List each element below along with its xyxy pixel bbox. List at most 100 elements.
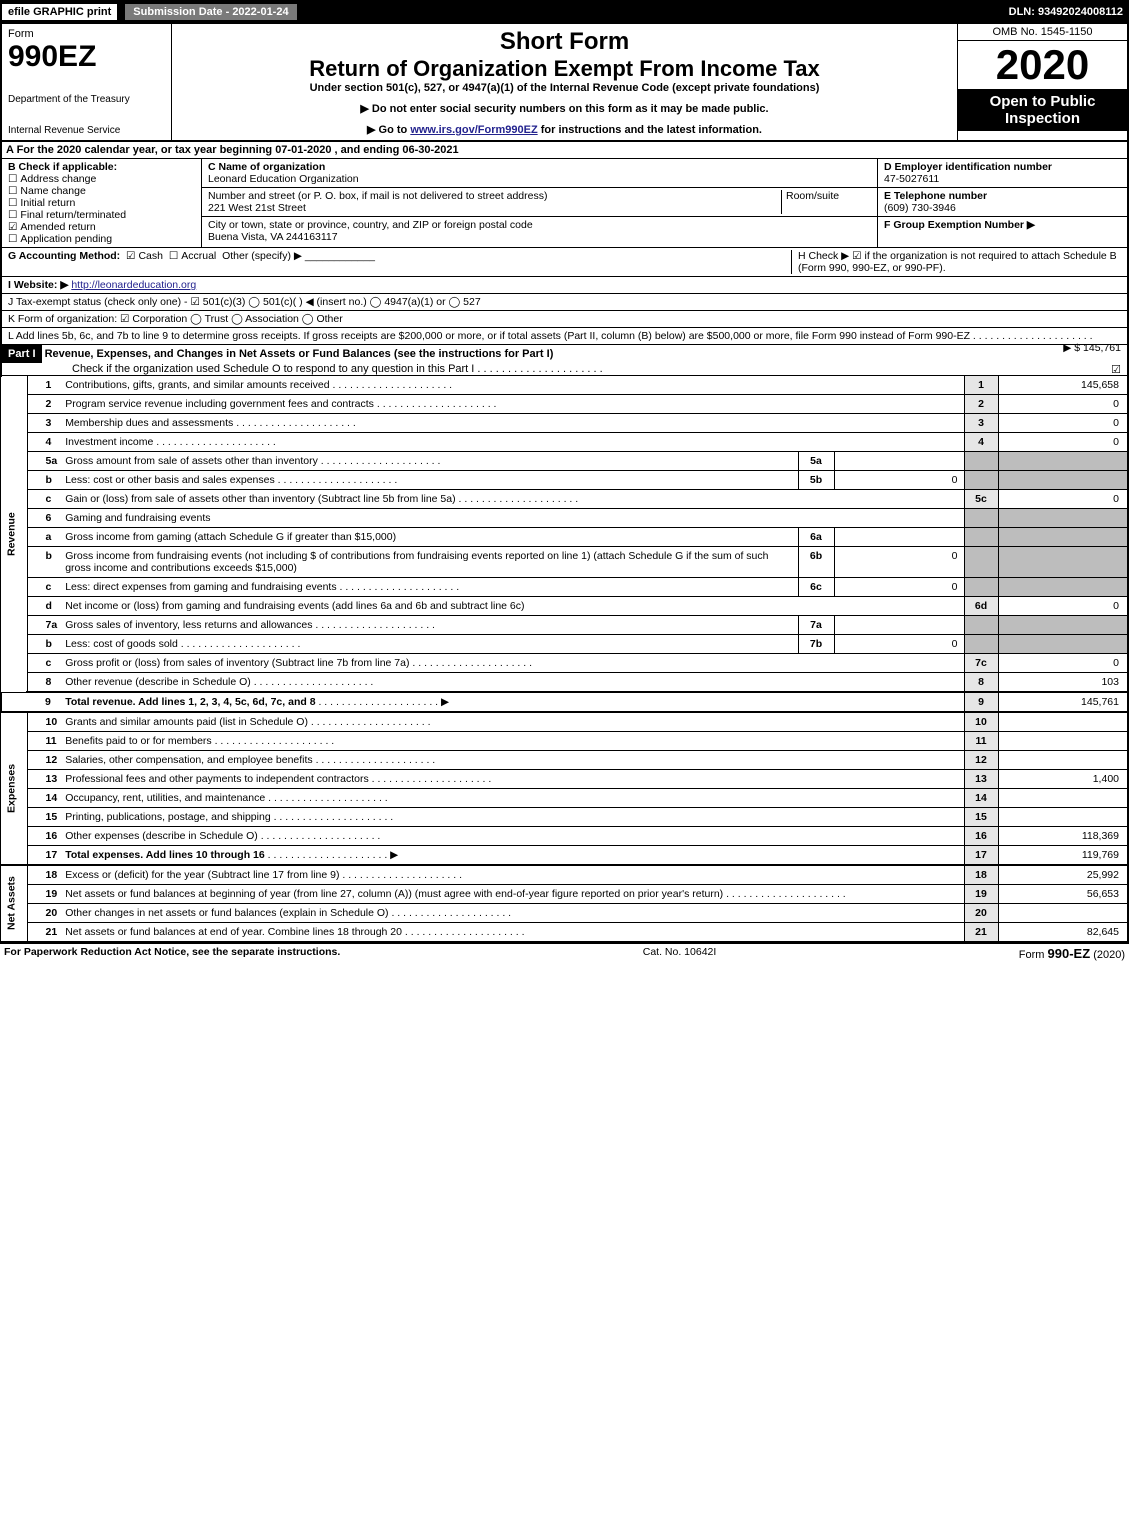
g-label: G Accounting Method: <box>8 250 120 262</box>
line-a-calendar-year: A For the 2020 calendar year, or tax yea… <box>0 142 1129 159</box>
under-section: Under section 501(c), 527, or 4947(a)(1)… <box>178 82 951 94</box>
l-gross-receipts: L Add lines 5b, 6c, and 7b to line 9 to … <box>0 328 1129 345</box>
paperwork-notice: For Paperwork Reduction Act Notice, see … <box>4 946 340 961</box>
line-5b-text: Less: cost or other basis and sales expe… <box>65 474 275 486</box>
part-i-header: Part I Revenue, Expenses, and Changes in… <box>0 345 1129 376</box>
city-value: Buena Vista, VA 244163117 <box>208 231 338 243</box>
line-12-text: Salaries, other compensation, and employ… <box>65 754 312 766</box>
line-5a-subamt <box>834 452 964 471</box>
cat-no: Cat. No. 10642I <box>643 946 717 961</box>
ssn-note: ▶ Do not enter social security numbers o… <box>178 102 951 115</box>
line-6a-subamt <box>834 528 964 547</box>
ein-value: 47-5027611 <box>884 173 939 185</box>
chk-address-change[interactable]: Address change <box>8 173 195 185</box>
identity-block: B Check if applicable: Address change Na… <box>0 159 1129 248</box>
netassets-side-label: Net Assets <box>1 865 27 942</box>
line-14-amt <box>998 789 1128 808</box>
chk-final-return[interactable]: Final return/terminated <box>8 209 195 221</box>
line-6a-text: Gross income from gaming (attach Schedul… <box>65 531 396 543</box>
line-6d-text: Net income or (loss) from gaming and fun… <box>65 600 524 612</box>
line-5b-subamt: 0 <box>834 471 964 490</box>
line-4-text: Investment income <box>65 436 153 448</box>
page-footer: For Paperwork Reduction Act Notice, see … <box>0 943 1129 963</box>
line-10-text: Grants and similar amounts paid (list in… <box>65 716 308 728</box>
return-title: Return of Organization Exempt From Incom… <box>178 56 951 82</box>
chk-amended-return[interactable]: Amended return <box>8 221 195 233</box>
phone-value: (609) 730-3946 <box>884 202 956 214</box>
header-left: Form 990EZ Department of the Treasury In… <box>2 24 172 140</box>
line-7b-text: Less: cost of goods sold <box>65 638 178 650</box>
line-6d-amt: 0 <box>998 597 1128 616</box>
city-label: City or town, state or province, country… <box>208 219 533 231</box>
dept-treasury: Department of the Treasury <box>8 94 165 105</box>
chk-name-change[interactable]: Name change <box>8 185 195 197</box>
line-17-amt: 119,769 <box>998 846 1128 866</box>
line-11-amt <box>998 732 1128 751</box>
line-20-amt <box>998 904 1128 923</box>
omb-number: OMB No. 1545-1150 <box>958 24 1127 41</box>
line-4-amt: 0 <box>998 433 1128 452</box>
d-label: D Employer identification number <box>884 161 1052 173</box>
revenue-side-label: Revenue <box>1 376 27 692</box>
line-11-text: Benefits paid to or for members <box>65 735 211 747</box>
chk-initial-return[interactable]: Initial return <box>8 197 195 209</box>
goto-note: ▶ Go to www.irs.gov/Form990EZ for instru… <box>178 123 951 136</box>
line-3-amt: 0 <box>998 414 1128 433</box>
line-6c-text: Less: direct expenses from gaming and fu… <box>65 581 336 593</box>
line-18-amt: 25,992 <box>998 865 1128 885</box>
line-6-text: Gaming and fundraising events <box>61 509 964 528</box>
tax-year: 2020 <box>958 41 1127 89</box>
line-18-text: Excess or (deficit) for the year (Subtra… <box>65 869 339 881</box>
col-c-org-info: C Name of organization Leonard Education… <box>202 159 877 247</box>
line-1-amt: 145,658 <box>998 376 1128 395</box>
col-d-e-f: D Employer identification number 47-5027… <box>877 159 1127 247</box>
i-label: I Website: ▶ <box>8 279 68 291</box>
line-17-text: Total expenses. Add lines 10 through 16 <box>65 849 265 861</box>
short-form-title: Short Form <box>178 28 951 56</box>
top-bar: efile GRAPHIC print Submission Date - 20… <box>0 0 1129 24</box>
col-b-checkboxes: B Check if applicable: Address change Na… <box>2 159 202 247</box>
chk-application-pending[interactable]: Application pending <box>8 233 195 245</box>
form-header: Form 990EZ Department of the Treasury In… <box>0 24 1129 142</box>
g-accrual[interactable] <box>169 250 181 262</box>
line-5a-text: Gross amount from sale of assets other t… <box>65 455 318 467</box>
open-to-public: Open to Public Inspection <box>958 89 1127 131</box>
line-2-text: Program service revenue including govern… <box>65 398 374 410</box>
street-value: 221 West 21st Street <box>208 202 306 214</box>
line-3-text: Membership dues and assessments <box>65 417 233 429</box>
irs-link[interactable]: www.irs.gov/Form990EZ <box>410 124 537 136</box>
line-1-text: Contributions, gifts, grants, and simila… <box>65 379 329 391</box>
website-link[interactable]: http://leonardeducation.org <box>71 279 196 291</box>
line-7c-text: Gross profit or (loss) from sales of inv… <box>65 657 409 669</box>
submission-date-label: Submission Date - 2022-01-24 <box>123 2 298 22</box>
line-13-text: Professional fees and other payments to … <box>65 773 369 785</box>
h-schedule-b: H Check ▶ ☑ if the organization is not r… <box>791 250 1121 274</box>
header-right: OMB No. 1545-1150 2020 Open to Public In… <box>957 24 1127 140</box>
line-15-text: Printing, publications, postage, and shi… <box>65 811 270 823</box>
g-other: Other (specify) ▶ <box>222 250 302 262</box>
dln-label: DLN: 93492024008112 <box>1009 6 1129 18</box>
c-label: C Name of organization <box>208 161 325 173</box>
part-i-sub: Check if the organization used Schedule … <box>72 363 474 375</box>
efile-print-label[interactable]: efile GRAPHIC print <box>0 2 119 22</box>
line-6b-subamt: 0 <box>834 547 964 578</box>
goto-pre: ▶ Go to <box>367 124 410 136</box>
line-16-amt: 118,369 <box>998 827 1128 846</box>
line-8-text: Other revenue (describe in Schedule O) <box>65 676 251 688</box>
g-cash[interactable] <box>126 250 138 262</box>
org-name: Leonard Education Organization <box>208 173 359 185</box>
part-i-table: Revenue 1 Contributions, gifts, grants, … <box>0 376 1129 943</box>
line-6b-text: Gross income from fundraising events (no… <box>65 550 768 574</box>
f-label: F Group Exemption Number ▶ <box>884 219 1035 231</box>
form-word: Form <box>8 28 165 40</box>
l-amount: ▶ $ 145,761 <box>1063 342 1121 354</box>
line-12-amt <box>998 751 1128 770</box>
goto-post: for instructions and the latest informat… <box>538 124 762 136</box>
line-5c-text: Gain or (loss) from sale of assets other… <box>65 493 455 505</box>
j-tax-exempt: J Tax-exempt status (check only one) - ☑… <box>0 294 1129 311</box>
part-i-bar: Part I <box>2 345 42 363</box>
header-middle: Short Form Return of Organization Exempt… <box>172 24 957 140</box>
line-7b-subamt: 0 <box>834 635 964 654</box>
line-21-text: Net assets or fund balances at end of ye… <box>65 926 402 938</box>
form-number: 990EZ <box>8 40 165 74</box>
